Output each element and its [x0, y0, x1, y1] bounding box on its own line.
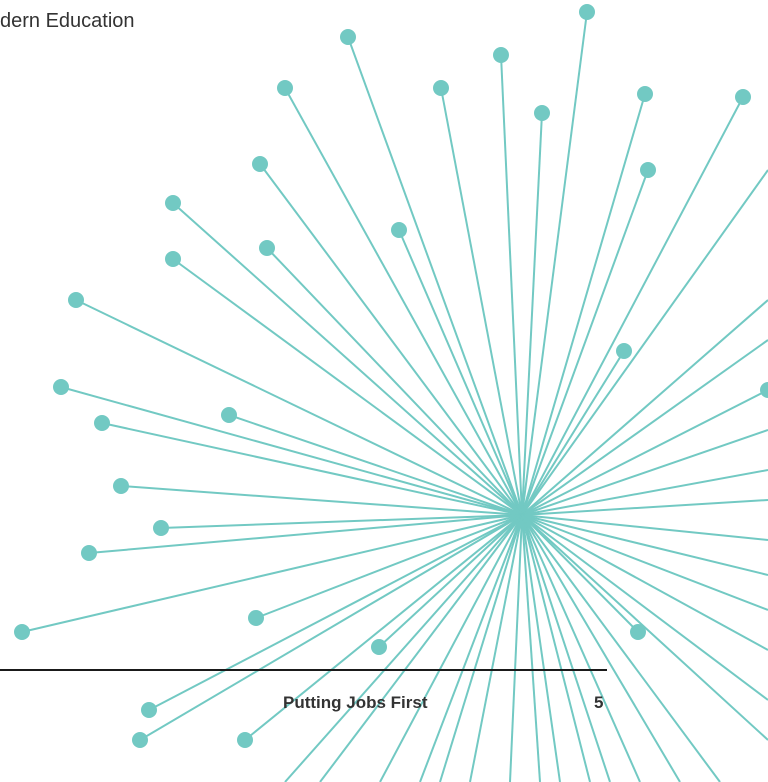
ray-dot: [433, 80, 449, 96]
ray: [522, 97, 743, 515]
ray: [501, 55, 522, 515]
ray-dot: [277, 80, 293, 96]
ray-dot: [371, 639, 387, 655]
ray-dot: [132, 732, 148, 748]
ray: [399, 230, 522, 515]
ray: [285, 88, 522, 515]
ray-dot: [165, 251, 181, 267]
page-number: 5: [594, 693, 603, 712]
ray-dot: [616, 343, 632, 359]
ray: [522, 170, 648, 515]
ray: [121, 486, 522, 515]
ray: [285, 515, 522, 782]
ray-dot: [252, 156, 268, 172]
ray-dot: [640, 162, 656, 178]
ray: [260, 164, 522, 515]
ray-dot: [81, 545, 97, 561]
ray: [173, 203, 522, 515]
ray-dot: [94, 415, 110, 431]
page: {"header": {"title": "dern Education"}, …: [0, 0, 768, 782]
ray: [441, 88, 522, 515]
ray: [522, 515, 590, 782]
page-canvas: dern Education Putting Jobs First 5: [0, 0, 768, 782]
ray: [522, 340, 768, 515]
ray-dot: [113, 478, 129, 494]
footer-title: Putting Jobs First: [283, 693, 428, 712]
ray-dot: [630, 624, 646, 640]
ray: [522, 515, 768, 610]
ray: [522, 12, 587, 515]
ray: [89, 515, 522, 553]
ray-dot: [53, 379, 69, 395]
ray-dot: [237, 732, 253, 748]
ray-dot: [221, 407, 237, 423]
ray: [510, 515, 522, 782]
ray-dot: [637, 86, 653, 102]
radial-burst: [14, 4, 768, 782]
ray-dot: [579, 4, 595, 20]
ray: [229, 415, 522, 515]
ray: [522, 515, 640, 782]
ray: [522, 300, 768, 515]
ray: [522, 515, 680, 782]
ray-dot: [165, 195, 181, 211]
ray: [420, 515, 522, 782]
ray-dot: [153, 520, 169, 536]
ray: [522, 515, 540, 782]
ray-dot: [760, 382, 768, 398]
ray: [522, 515, 768, 700]
ray-dot: [735, 89, 751, 105]
ray: [149, 515, 522, 710]
ray-dot: [340, 29, 356, 45]
ray-dot: [534, 105, 550, 121]
ray-dot: [248, 610, 264, 626]
ray: [380, 515, 522, 782]
ray-dot: [68, 292, 84, 308]
header-title: dern Education: [0, 10, 135, 32]
ray: [61, 387, 522, 515]
ray-dot: [391, 222, 407, 238]
ray-dot: [141, 702, 157, 718]
ray-dot: [259, 240, 275, 256]
ray: [161, 515, 522, 528]
ray-dot: [14, 624, 30, 640]
ray-dot: [493, 47, 509, 63]
ray: [522, 515, 560, 782]
ray: [267, 248, 522, 515]
